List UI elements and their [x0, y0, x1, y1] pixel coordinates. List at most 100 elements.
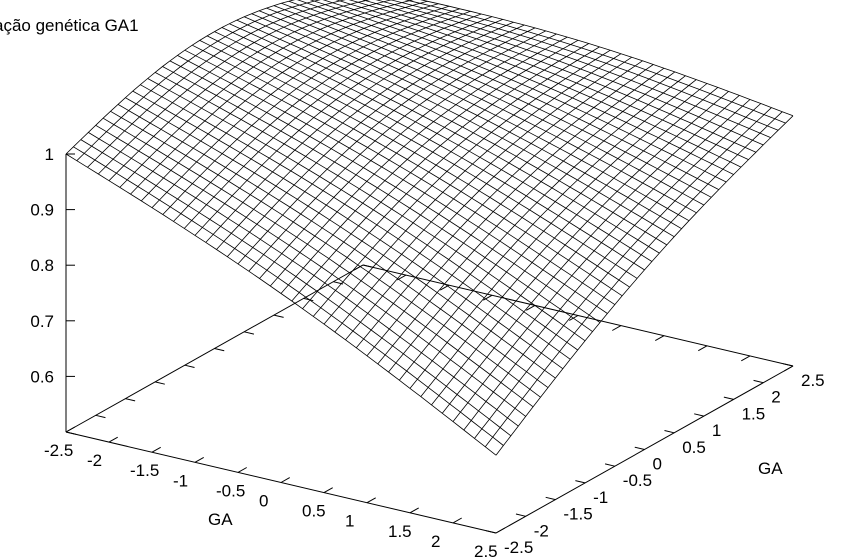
- surface-line-const-y: [147, 78, 578, 351]
- surface-line-const-y: [297, 0, 727, 183]
- x-tick-mark: [65, 426, 75, 433]
- y-tick-mark: [65, 431, 76, 435]
- x-tick-mark: [452, 517, 462, 524]
- x-tick-label: 2: [431, 532, 440, 551]
- surface-line-const-x: [355, 64, 654, 349]
- x-tick-mark: [323, 487, 333, 494]
- surface-line-const-y: [199, 40, 630, 288]
- surface-line-const-y: [281, 2, 712, 198]
- y-tick-mark: [753, 379, 764, 384]
- surface-line-const-x: [323, 53, 622, 325]
- surface-line-const-y: [244, 16, 675, 238]
- x-tick-label: 1.5: [388, 522, 412, 541]
- y-tick-mark: [664, 430, 675, 434]
- surface-line-const-y: [95, 124, 526, 417]
- y-tick-mark: [723, 396, 734, 400]
- y-tick-label: 0: [653, 455, 662, 474]
- surface-line-const-y: [88, 132, 519, 427]
- y-tick-mark: [694, 413, 705, 417]
- y-tick-mark: [362, 264, 373, 268]
- surface-line-const-y: [236, 19, 668, 246]
- y-tick-mark: [125, 398, 136, 402]
- y-tick-mark: [244, 331, 255, 335]
- y-tick-mark: [634, 446, 645, 450]
- surface-line-const-x: [194, 16, 493, 236]
- x-tick-label: 0.5: [302, 502, 326, 521]
- surface-line-const-y: [80, 139, 512, 437]
- surface-line-const-y: [404, 0, 786, 124]
- surface-line-const-y: [102, 117, 534, 408]
- y-axis-ticks: -2.5-2-1.5-1-0.500.511.522.5: [65, 264, 825, 557]
- x-tick-label: 2.5: [474, 542, 498, 559]
- surface-line-const-y: [125, 97, 556, 379]
- y-tick-label: -2.5: [504, 538, 533, 557]
- z-tick-label: 0.6: [30, 367, 54, 386]
- surface-line-const-y: [335, 0, 749, 160]
- y-tick-label: 2.5: [801, 371, 825, 390]
- surface-line-const-y: [309, 0, 734, 175]
- x-tick-mark: [741, 355, 751, 362]
- x-tick-mark: [784, 365, 794, 372]
- surface-line-const-x: [474, 107, 772, 439]
- x-tick-label: -0.5: [216, 481, 245, 500]
- z-axis-ticks: 0.6 0.7 0.8 0.9 1: [30, 145, 75, 386]
- surface-line-const-y: [184, 49, 616, 305]
- surface-line-const-y: [117, 104, 549, 388]
- x-tick-mark: [612, 325, 622, 331]
- x-axis-label: GA: [208, 510, 233, 529]
- x-tick-mark: [366, 497, 376, 504]
- x-tick-mark: [280, 477, 290, 483]
- surface-line-const-y: [221, 27, 653, 262]
- x-tick-mark: [194, 456, 204, 463]
- surface-line-const-y: [229, 23, 660, 254]
- x-tick-mark: [409, 507, 419, 514]
- surface-line-const-y: [251, 13, 682, 230]
- surface-line-const-y: [214, 31, 645, 271]
- surface-line-const-x: [409, 83, 708, 389]
- chart-title: ação genética GA1: [0, 16, 139, 35]
- y-tick-label: -2: [534, 521, 549, 540]
- y-tick-mark: [486, 530, 497, 534]
- y-tick-mark: [273, 314, 284, 318]
- surface-line-const-y: [162, 66, 593, 332]
- surface-line-const-y: [132, 90, 564, 370]
- z-tick-label: 0.9: [30, 201, 54, 220]
- surface-line-const-y: [110, 110, 541, 398]
- y-tick-mark: [95, 414, 106, 419]
- x-tick-label: -1.5: [130, 461, 159, 480]
- y-axis-label: GA: [758, 459, 783, 478]
- y-tick-mark: [783, 363, 794, 367]
- surface-line-const-y: [73, 146, 504, 446]
- y-tick-mark: [184, 364, 195, 368]
- y-tick-label: -0.5: [623, 471, 652, 490]
- surface-line-const-y: [258, 10, 690, 222]
- surface-line-const-y: [266, 7, 697, 214]
- y-tick-label: 2: [771, 388, 780, 407]
- surface-line-const-y: [420, 0, 794, 117]
- surface-line-const-x: [463, 103, 762, 431]
- x-tick-mark: [655, 335, 665, 342]
- z-tick-label: 0.8: [30, 256, 54, 275]
- y-tick-label: 1: [712, 421, 721, 440]
- x-tick-label: -1: [173, 471, 188, 490]
- surface-line-const-y: [273, 5, 705, 206]
- surface-line-const-y: [140, 84, 571, 360]
- surface-line-const-y: [65, 153, 497, 456]
- surface-line-const-x: [280, 39, 579, 294]
- x-axis-ticks: -2.5-2-1.5-1-0.500.511.522.5: [44, 264, 794, 559]
- y-tick-mark: [154, 381, 165, 385]
- x-tick-mark: [108, 436, 118, 443]
- surface-line-const-x: [452, 99, 751, 422]
- x-tick-label: -2: [87, 451, 102, 470]
- x-tick-label: -2.5: [44, 441, 73, 460]
- surface-line-const-y: [322, 0, 742, 168]
- surface-line-const-y: [154, 72, 586, 342]
- y-tick-label: -1: [593, 488, 608, 507]
- y-tick-label: 1.5: [742, 404, 766, 423]
- z-tick-label: 1: [45, 145, 54, 164]
- surface-line-const-y: [348, 0, 757, 153]
- x-tick-mark: [483, 294, 493, 301]
- surface-line-const-y: [192, 44, 623, 297]
- y-tick-mark: [515, 513, 526, 517]
